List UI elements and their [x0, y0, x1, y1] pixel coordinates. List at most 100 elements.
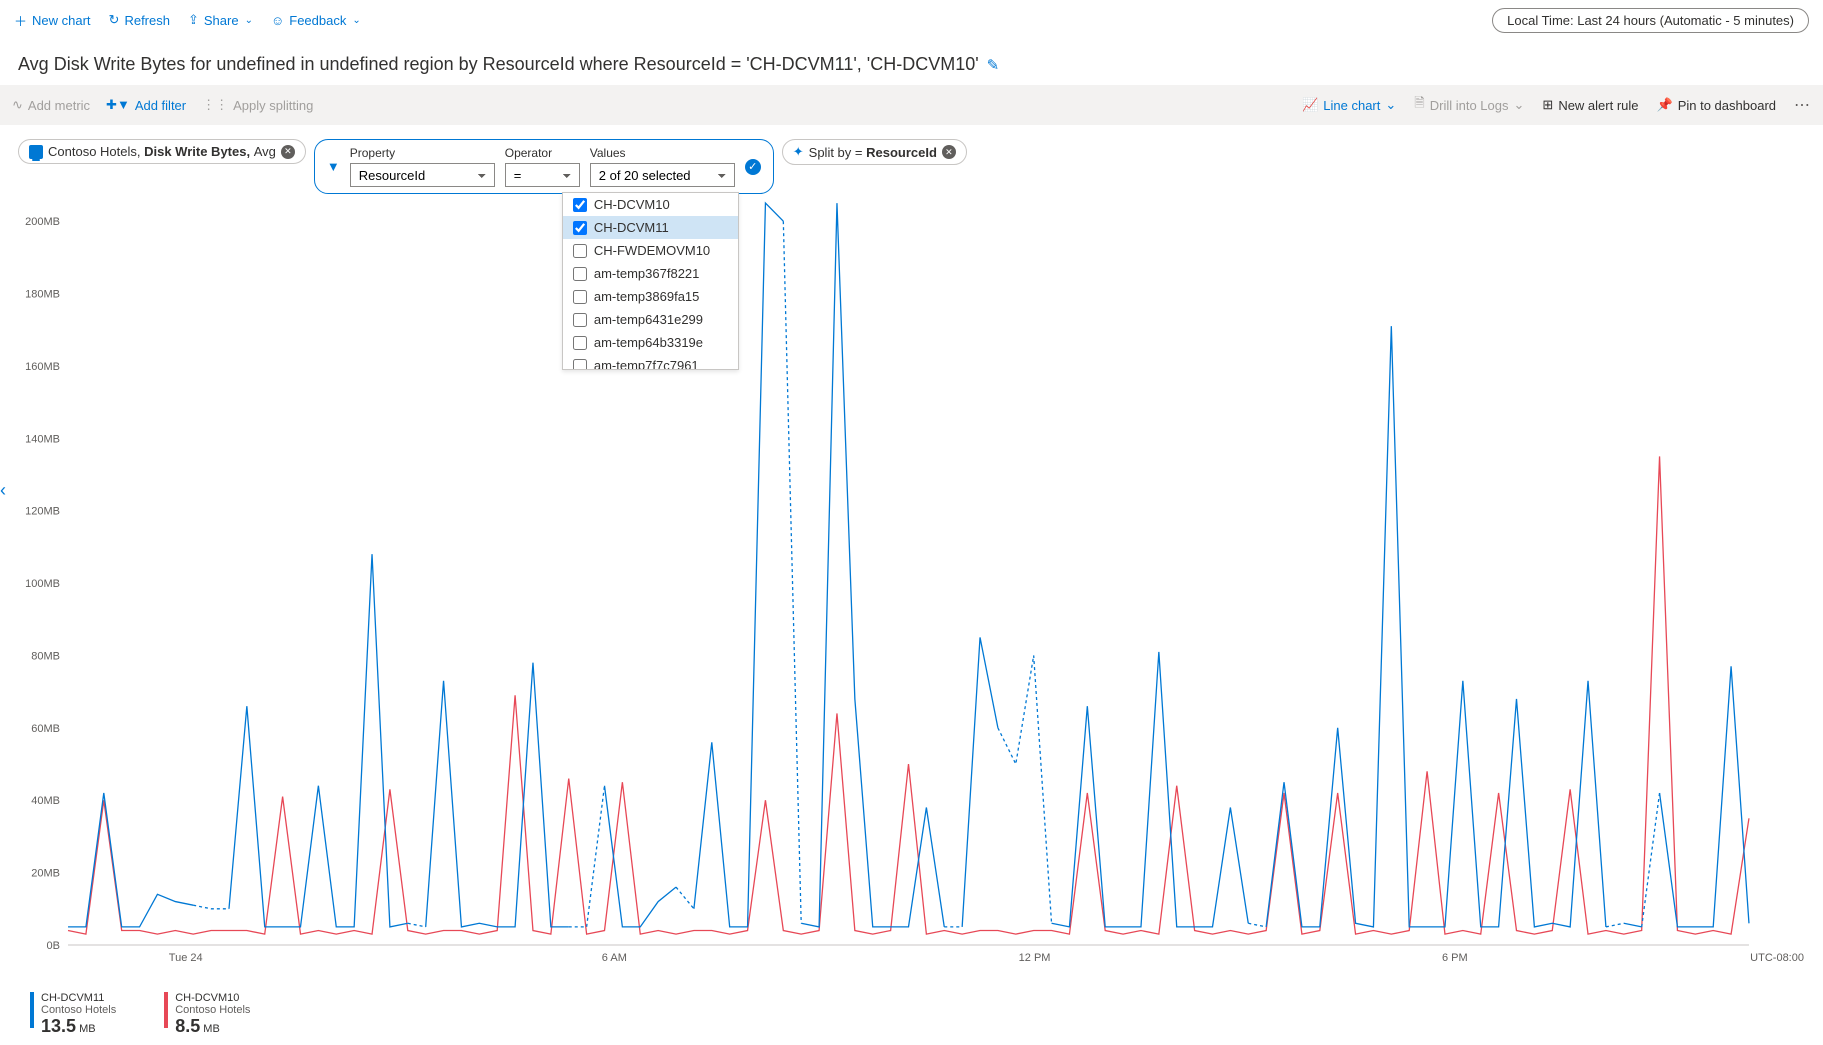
chevron-down-icon: ⌄: [1385, 97, 1396, 113]
new-alert-label: New alert rule: [1558, 98, 1638, 113]
time-range-pill[interactable]: Local Time: Last 24 hours (Automatic - 5…: [1492, 8, 1809, 33]
checkbox[interactable]: [573, 359, 587, 371]
feedback-button[interactable]: ☺ Feedback ⌄: [271, 13, 361, 28]
checkbox[interactable]: [573, 313, 587, 327]
svg-text:6 PM: 6 PM: [1442, 952, 1468, 964]
pin-label: Pin to dashboard: [1678, 98, 1776, 113]
svg-text:0B: 0B: [47, 940, 60, 952]
split-icon: ⋮⋮: [202, 97, 228, 113]
dropdown-item-label: CH-DCVM11: [594, 220, 669, 235]
svg-text:Tue 24: Tue 24: [169, 952, 203, 964]
operator-label: Operator: [505, 146, 580, 160]
funnel-icon: ▼: [327, 159, 340, 174]
secondary-toolbar: ∿ Add metric ✚▼ Add filter ⋮⋮ Apply spli…: [0, 85, 1823, 125]
values-dropdown: CH-DCVM10 CH-DCVM11 CH-FWDEMOVM10 am-temp36…: [562, 192, 739, 370]
legend-color-bar: [30, 992, 34, 1028]
svg-text:40MB: 40MB: [31, 795, 60, 807]
line-chart-label: Line chart: [1323, 98, 1380, 113]
chevron-down-icon: ⌄: [352, 15, 360, 26]
dropdown-item-label: am-temp6431e299: [594, 312, 703, 327]
add-metric-button[interactable]: ∿ Add metric: [12, 97, 90, 113]
share-button[interactable]: ⇪ Share ⌄: [188, 12, 253, 28]
logs-icon: 🗎: [1414, 94, 1424, 116]
title-row: Avg Disk Write Bytes for undefined in un…: [0, 40, 1823, 85]
metric-scope: Contoso Hotels, Disk Write Bytes, Avg: [48, 144, 276, 159]
line-chart-button[interactable]: 📈 Line chart ⌄: [1302, 97, 1396, 113]
add-filter-button[interactable]: ✚▼ Add filter: [106, 97, 186, 113]
dropdown-item-label: am-temp7f7c7961: [594, 358, 699, 370]
dropdown-item[interactable]: am-temp7f7c7961: [563, 354, 738, 370]
svg-text:180MB: 180MB: [25, 289, 60, 301]
feedback-label: Feedback: [289, 13, 346, 28]
add-metric-label: Add metric: [28, 98, 90, 113]
dropdown-item-label: am-temp367f8221: [594, 266, 700, 281]
edit-icon[interactable]: ✎: [987, 56, 1000, 74]
metric-pill[interactable]: Contoso Hotels, Disk Write Bytes, Avg ✕: [18, 139, 306, 164]
dropdown-item[interactable]: CH-FWDEMOVM10: [563, 239, 738, 262]
more-button[interactable]: ⋯: [1794, 95, 1811, 115]
checkbox[interactable]: [573, 336, 587, 350]
pin-icon: 📌: [1657, 97, 1673, 113]
svg-text:200MB: 200MB: [25, 216, 60, 228]
add-filter-label: Add filter: [135, 98, 186, 113]
split-pill[interactable]: ✦ Split by = ResourceId ✕: [782, 139, 967, 165]
refresh-button[interactable]: ↻ Refresh: [109, 12, 170, 28]
svg-text:12 PM: 12 PM: [1019, 952, 1051, 964]
line-chart-svg: 0B 20MB 40MB 60MB 80MB 100MB 120MB 140MB 160MB 18…: [18, 175, 1809, 985]
dropdown-item-label: CH-DCVM10: [594, 197, 670, 212]
svg-text:6 AM: 6 AM: [602, 952, 627, 964]
dropdown-item[interactable]: CH-DCVM11: [563, 216, 738, 239]
dropdown-item[interactable]: CH-DCVM10: [563, 193, 738, 216]
close-icon[interactable]: ✕: [281, 145, 295, 159]
svg-text:60MB: 60MB: [31, 723, 60, 735]
legend-item[interactable]: CH-DCVM11Contoso Hotels13.5 MB: [30, 992, 116, 1037]
legend-color-bar: [164, 992, 168, 1028]
svg-text:140MB: 140MB: [25, 433, 60, 445]
chart-icon: 📈: [1302, 97, 1318, 113]
pin-dashboard-button[interactable]: 📌 Pin to dashboard: [1657, 97, 1776, 113]
dropdown-item[interactable]: am-temp64b3319e: [563, 331, 738, 354]
svg-text:160MB: 160MB: [25, 361, 60, 373]
chart-area: 0B 20MB 40MB 60MB 80MB 100MB 120MB 140MB 160MB 18…: [18, 175, 1809, 985]
alert-icon: ⊞: [1542, 97, 1553, 113]
dropdown-item[interactable]: am-temp6431e299: [563, 308, 738, 331]
dropdown-item[interactable]: am-temp367f8221: [563, 262, 738, 285]
checkbox[interactable]: [573, 290, 587, 304]
dropdown-item-label: am-temp64b3319e: [594, 335, 703, 350]
checkbox[interactable]: [573, 221, 587, 235]
drill-logs-label: Drill into Logs: [1430, 98, 1509, 113]
split-label: Split by = ResourceId: [809, 145, 937, 160]
close-icon[interactable]: ✕: [942, 145, 956, 159]
legend-text: CH-DCVM11Contoso Hotels13.5 MB: [41, 992, 116, 1037]
svg-text:120MB: 120MB: [25, 506, 60, 518]
refresh-label: Refresh: [124, 13, 170, 28]
property-label: Property: [350, 146, 495, 160]
checkbox[interactable]: [573, 267, 587, 281]
dropdown-item[interactable]: am-temp3869fa15: [563, 285, 738, 308]
svg-text:100MB: 100MB: [25, 578, 60, 590]
dropdown-item-label: am-temp3869fa15: [594, 289, 700, 304]
share-icon: ⇪: [188, 12, 199, 28]
filter-icon: ✚▼: [106, 97, 130, 113]
legend-text: CH-DCVM10Contoso Hotels8.5 MB: [175, 992, 250, 1037]
svg-text:80MB: 80MB: [31, 650, 60, 662]
apply-splitting-label: Apply splitting: [233, 98, 313, 113]
apply-splitting-button[interactable]: ⋮⋮ Apply splitting: [202, 97, 313, 113]
metric-icon: ∿: [12, 97, 23, 113]
drill-logs-button[interactable]: 🗎 Drill into Logs ⌄: [1414, 94, 1524, 116]
page-title: Avg Disk Write Bytes for undefined in un…: [18, 54, 979, 75]
share-label: Share: [204, 13, 239, 28]
new-alert-button[interactable]: ⊞ New alert rule: [1542, 97, 1638, 113]
legend-item[interactable]: CH-DCVM10Contoso Hotels8.5 MB: [164, 992, 250, 1037]
svg-text:20MB: 20MB: [31, 868, 60, 880]
values-label: Values: [590, 146, 735, 160]
new-chart-label: New chart: [32, 13, 91, 28]
new-chart-button[interactable]: ＋ New chart: [14, 11, 91, 30]
chevron-down-icon: ⌄: [245, 15, 253, 26]
chart-legend: CH-DCVM11Contoso Hotels13.5 MB CH-DCVM10C…: [30, 992, 250, 1037]
checkbox[interactable]: [573, 198, 587, 212]
collapse-left-icon[interactable]: ‹: [0, 480, 6, 501]
split-icon: ✦: [793, 144, 804, 160]
check-icon: ✓: [745, 159, 761, 175]
checkbox[interactable]: [573, 244, 587, 258]
